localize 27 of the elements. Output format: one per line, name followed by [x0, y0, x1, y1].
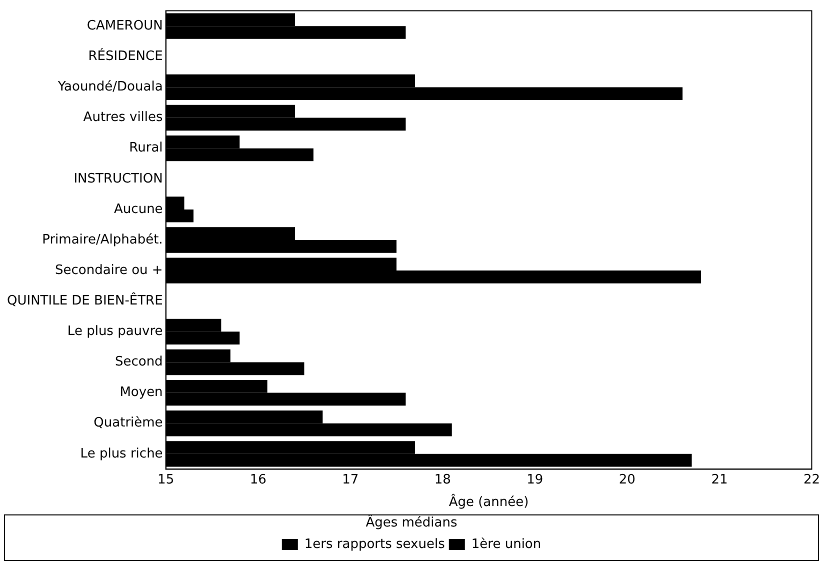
y-tick-label: RÉSIDENCE [88, 47, 163, 64]
y-tick-label: Le plus pauvre [67, 324, 163, 340]
y-tick-label: Autres villes [83, 110, 164, 126]
legend-label: 1ère union [471, 536, 542, 552]
y-tick-label: Rural [129, 140, 163, 156]
x-tick-label: 18 [434, 472, 451, 488]
y-tick-label: Primaire/Alphabét. [42, 232, 163, 248]
y-tick-label: Moyen [120, 385, 163, 400]
x-tick-label: 20 [618, 472, 636, 488]
y-tick-label: Yaoundé/Douala [56, 80, 163, 95]
y-tick-label: Quatrième [94, 416, 163, 431]
x-tick-label: 15 [158, 472, 174, 488]
x-tick-label: 22 [803, 472, 820, 488]
x-tick-label: 19 [526, 472, 544, 488]
legend-title: Âges médians [366, 513, 458, 530]
y-tick-label: Second [114, 354, 163, 370]
y-tick-label: INSTRUCTION [74, 171, 163, 186]
x-axis-title: Âge (année) [448, 492, 529, 510]
legend-label: 1ers rapports sexuels [304, 536, 446, 552]
y-tick-label: Secondaire ou + [54, 262, 163, 278]
y-tick-label: Aucune [114, 202, 163, 217]
y-tick-label: Le plus riche [80, 446, 163, 462]
y-tick-label: CAMEROUN [86, 18, 163, 34]
x-tick-label: 16 [250, 472, 266, 488]
y-tick-label: QUINTILE DE BIEN-ÊTRE [6, 291, 163, 308]
x-tick-label: 21 [711, 472, 728, 488]
x-tick-label: 17 [342, 472, 359, 488]
